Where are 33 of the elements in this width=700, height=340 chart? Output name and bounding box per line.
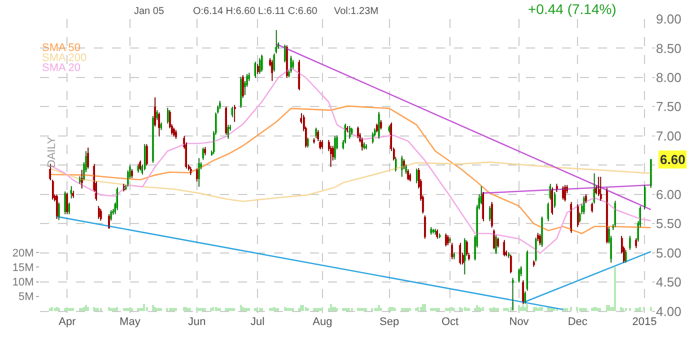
y-tick-label: 4.00 (656, 304, 682, 319)
y-tick-label: 5.50 (656, 216, 682, 232)
x-tick-label: Jun (188, 316, 206, 328)
text: O:6.14 H:6.60 L:6.11 C:6.60 (193, 6, 318, 17)
text: SMA 20 (42, 62, 81, 74)
y2-tick-label: 10M (12, 276, 34, 289)
y-tick-label: 8.50 (656, 40, 682, 56)
x-tick-label: Nov (509, 316, 530, 328)
x-tick-label: Jul (250, 316, 265, 328)
y-tick-label: 7.50 (656, 99, 682, 114)
x-tick-label: Sep (380, 316, 400, 328)
x-tick-label: Oct (441, 316, 459, 328)
y2-tick-label: 15M (12, 262, 34, 274)
y-tick-label: 8.00 (656, 70, 682, 85)
y-tick-label: 5.00 (656, 245, 682, 260)
text: 6.60 (660, 152, 686, 167)
x-tick-label: Apr (58, 316, 76, 328)
y-tick-label: 9.00 (656, 12, 682, 27)
text: +0.44 (7.14%) (528, 1, 616, 17)
y-tick-label: 4.50 (656, 274, 682, 290)
x-tick-label: Dec (568, 316, 588, 328)
x-tick-label: May (120, 316, 141, 328)
y-tick-label: 6.00 (656, 186, 682, 202)
annotation: DAILY (46, 136, 58, 168)
text: Jan 05 (134, 6, 164, 17)
y-tick-label: 7.00 (656, 128, 682, 144)
x-tick-label: 2015 (632, 316, 657, 328)
text: SMA 200 (42, 52, 87, 64)
text: Vol:1.23M (334, 6, 378, 17)
y2-tick-label: 5M (18, 291, 34, 304)
text: SMA 50 (42, 42, 81, 54)
y2-tick-label: 20M (12, 247, 34, 260)
x-tick-label: Aug (312, 316, 332, 328)
